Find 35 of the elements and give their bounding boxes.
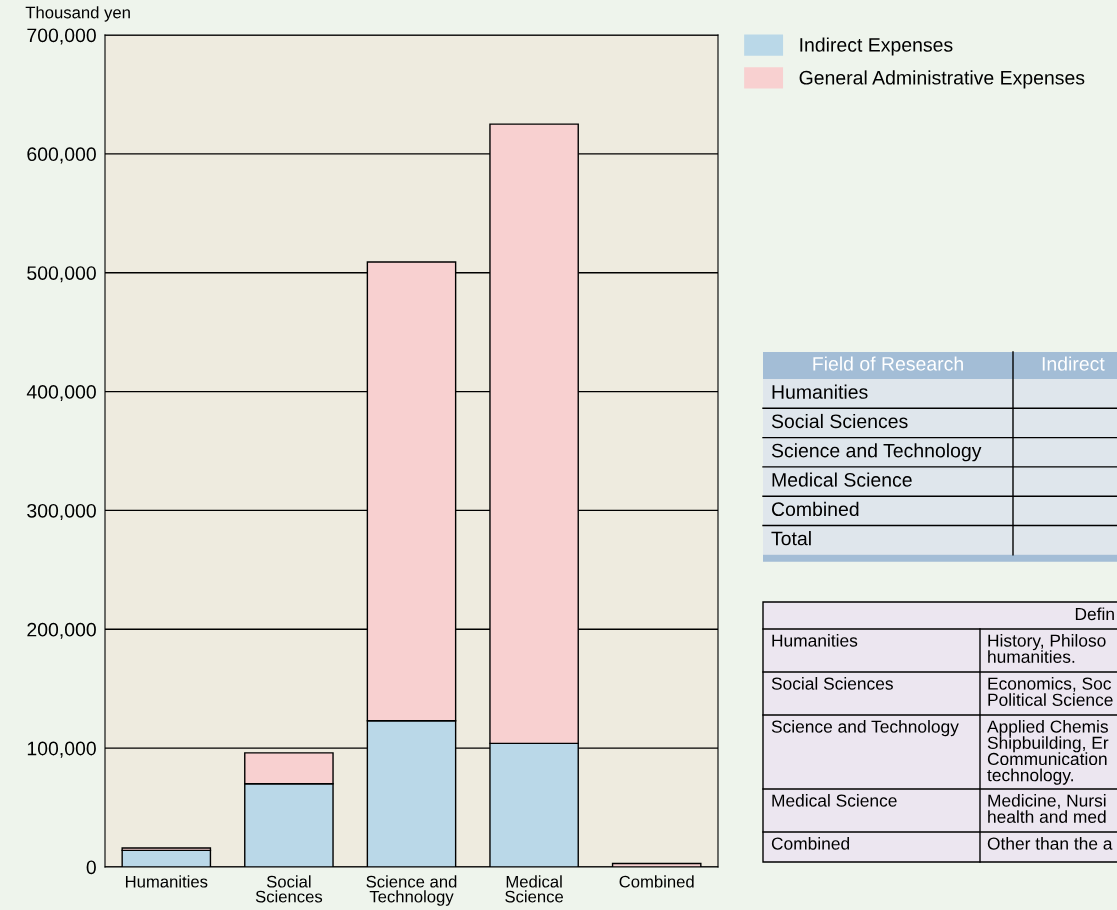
y-tick-label: 600,000	[27, 147, 96, 164]
text: Combined	[771, 837, 850, 850]
text: Economics, Soc Political Science	[988, 677, 1113, 706]
y-tick-label: 700,000	[27, 28, 96, 45]
legend-label: Indirect Expenses	[800, 37, 953, 56]
text: Field of Research	[813, 356, 963, 371]
y-axis-title: Thousand yen	[25, 6, 130, 22]
text: Science and Technology	[771, 443, 982, 462]
y-tick-label: 500,000	[27, 266, 96, 283]
y-tick-label: 400,000	[26, 385, 96, 402]
x-tick-label: Combined	[619, 875, 694, 888]
text: History, Philoso humanities.	[988, 634, 1106, 663]
x-tick-label: Social Sciences	[255, 875, 323, 903]
y-tick-label: 100,000	[27, 741, 96, 758]
text: Other than the a	[987, 837, 1113, 850]
text: Social Sciences	[771, 413, 908, 429]
text: Defin	[1075, 607, 1114, 621]
text: Social Sciences	[771, 677, 893, 690]
text: Medical Science	[772, 794, 897, 807]
y-tick-label: 0	[86, 860, 96, 875]
text: Science and Technology	[771, 720, 959, 737]
x-tick-label: Humanities	[125, 875, 208, 888]
y-tick-label: 200,000	[27, 622, 96, 639]
text: Combined	[771, 501, 859, 517]
legend-label: General Administrative Expenses	[799, 70, 1085, 89]
text: Medical Science	[772, 472, 912, 487]
x-tick-label: Medical Science	[505, 875, 564, 903]
text: Total	[771, 531, 811, 546]
y-tick-label: 300,000	[27, 503, 96, 520]
text: Indirect	[1042, 356, 1105, 371]
text: Humanities	[772, 384, 868, 399]
x-tick-label: Science and Technology	[366, 875, 457, 906]
text: Humanities	[772, 634, 858, 647]
text: Medicine, Nursi health and med	[988, 794, 1106, 823]
text: Applied Chemis Shipbuilding, Er Communication technology.	[987, 720, 1109, 785]
